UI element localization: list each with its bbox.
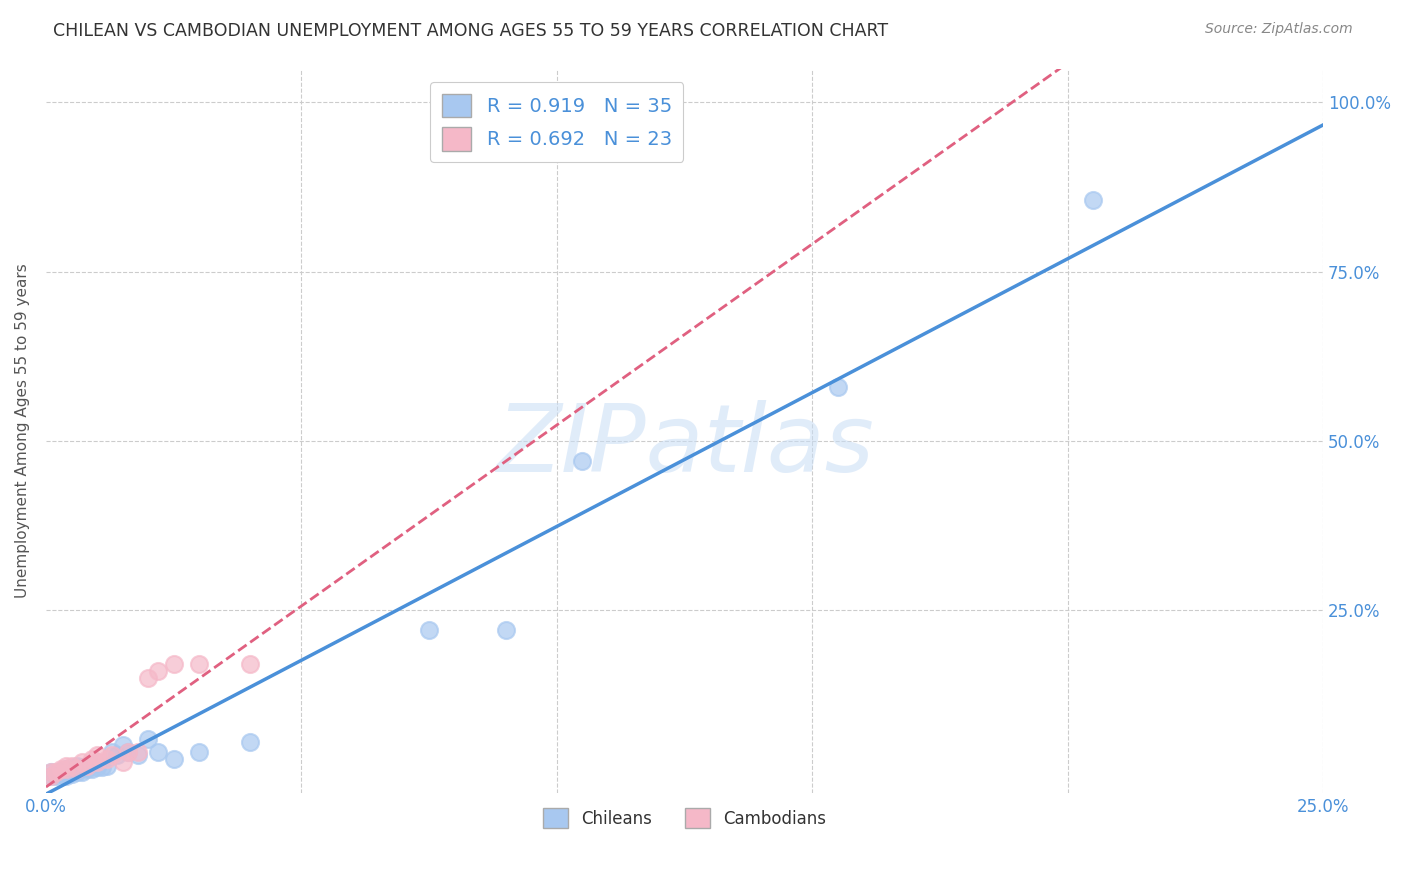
Point: [65, 762, 87, 776]
Point: [45, 769, 67, 783]
Point: [188, 657, 211, 671]
Point: [571, 454, 593, 468]
Point: [39, 765, 62, 780]
Point: [55, 758, 77, 772]
Point: [55, 769, 77, 783]
Point: [51, 762, 73, 776]
Point: [163, 657, 186, 671]
Point: [80, 762, 103, 776]
Point: [148, 745, 170, 759]
Point: [39, 769, 62, 783]
Point: [495, 624, 517, 638]
Point: [163, 752, 186, 766]
Point: [86, 748, 108, 763]
Point: [148, 664, 170, 678]
Point: [101, 745, 124, 759]
Point: [70, 755, 93, 769]
Point: [65, 758, 87, 772]
Text: Source: ZipAtlas.com: Source: ZipAtlas.com: [1205, 22, 1353, 37]
Point: [60, 762, 83, 776]
Point: [117, 745, 139, 759]
Point: [86, 755, 108, 769]
Point: [111, 739, 134, 753]
Point: [65, 765, 87, 780]
Point: [51, 764, 73, 778]
Point: [60, 766, 83, 780]
Point: [39, 769, 62, 783]
Text: ZIPatlas: ZIPatlas: [496, 400, 873, 491]
Point: [827, 379, 849, 393]
Point: [76, 758, 98, 772]
Point: [136, 671, 159, 685]
Point: [239, 735, 262, 749]
Point: [136, 731, 159, 746]
Point: [60, 758, 83, 772]
Point: [418, 624, 440, 638]
Text: CHILEAN VS CAMBODIAN UNEMPLOYMENT AMONG AGES 55 TO 59 YEARS CORRELATION CHART: CHILEAN VS CAMBODIAN UNEMPLOYMENT AMONG …: [53, 22, 889, 40]
Point: [70, 760, 93, 774]
Point: [188, 745, 211, 759]
Point: [80, 752, 103, 766]
Point: [86, 755, 108, 769]
Point: [55, 762, 77, 776]
Point: [96, 758, 118, 772]
Point: [127, 748, 149, 763]
Legend: Chileans, Cambodians: Chileans, Cambodians: [536, 801, 834, 835]
Point: [101, 748, 124, 763]
Point: [239, 657, 262, 671]
Point: [86, 760, 108, 774]
Point: [51, 766, 73, 780]
Point: [111, 755, 134, 769]
Point: [117, 745, 139, 759]
Point: [70, 765, 93, 780]
Point: [107, 748, 129, 763]
Point: [1083, 194, 1105, 208]
Point: [55, 762, 77, 776]
Point: [127, 745, 149, 759]
Point: [96, 752, 118, 766]
Point: [91, 760, 114, 774]
Y-axis label: Unemployment Among Ages 55 to 59 years: Unemployment Among Ages 55 to 59 years: [15, 263, 30, 598]
Point: [76, 762, 98, 776]
Point: [39, 765, 62, 780]
Point: [76, 758, 98, 772]
Point: [45, 765, 67, 780]
